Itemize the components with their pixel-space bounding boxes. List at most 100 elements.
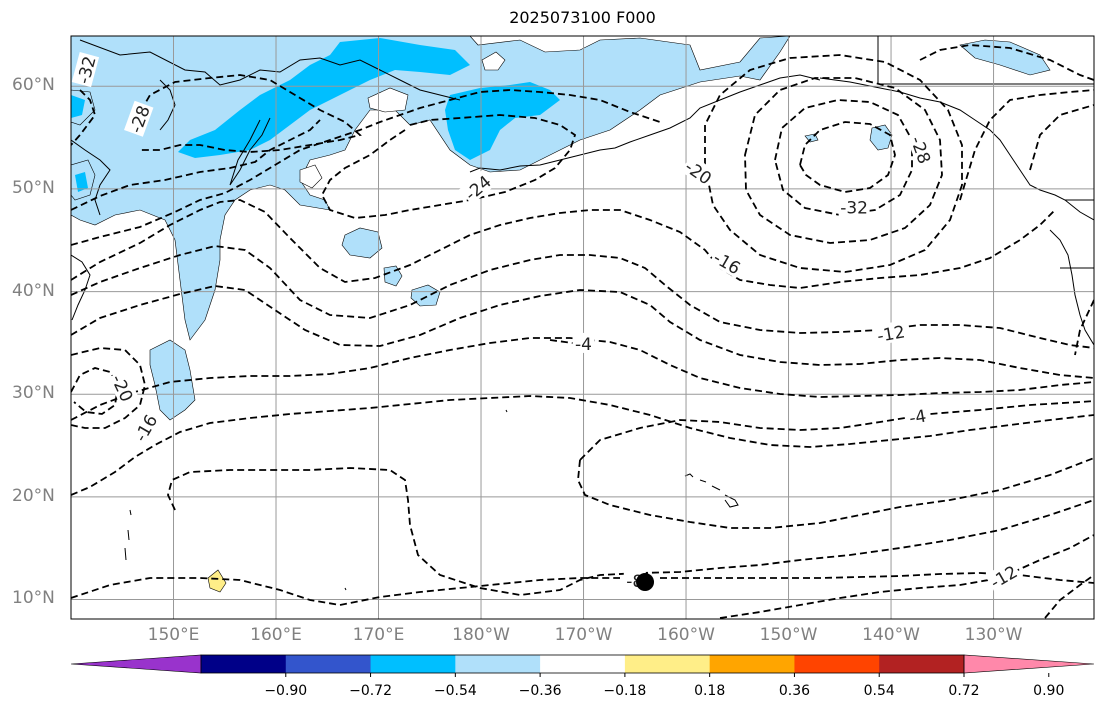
latitude-label: 40°N [12,280,55,301]
contour-line [1074,299,1094,356]
contour-line [71,89,97,146]
contour-line [704,54,963,273]
latitude-label: 60°N [12,75,55,96]
shaded-region-yellow [207,569,227,593]
coastline-alaska [819,77,1094,221]
shaded-region-blue [445,82,560,160]
contour-line [919,44,1094,81]
contour-line [577,457,1094,529]
contour-label-background [709,245,746,279]
contour-line [71,285,1094,379]
colorbar-segment [879,655,965,673]
location-marker [636,573,655,592]
colorbar-segment [201,655,287,673]
contour-line [959,89,1094,201]
contour-label-background [107,369,139,406]
colorbar-extend-max [963,654,1095,674]
colorbar-segment [370,655,456,673]
map-title: 2025073100 F000 [509,8,656,27]
contour-line [579,400,1094,461]
coastline-islands [124,409,508,591]
colorbar-tick-label: 0.90 [1033,683,1065,699]
unshaded-hole [481,51,506,71]
longitude-label: 130°W [964,625,1023,645]
contour-line [339,577,620,606]
coastline-asia [71,39,461,321]
contour-line [744,77,943,244]
longitude-label: 160°E [250,625,302,645]
coastline-hawaii [684,473,739,508]
contour-line [1044,574,1094,619]
shaded-regions [71,36,1051,593]
contour-label-background [873,320,908,346]
contour-line [71,245,1094,349]
contour-line [719,534,1094,619]
contour-label-background [71,52,100,88]
colorbar-tick-label: −0.54 [433,683,477,699]
unshaded-hole [367,87,409,113]
colorbar-frame [200,654,965,674]
contour-line [71,119,321,211]
colorbar-tick-label: −0.18 [603,683,647,699]
map-layers: -32-28-24 -20-28-32-16-12-4-20-16 -4-8 -12 [71,36,1094,619]
colorbar-tick-label: 0.36 [778,683,811,699]
shaded-region-light-blue [341,227,383,259]
contour-line [71,577,341,606]
contour-label-background [124,100,154,137]
colorbar-segment [285,655,372,673]
contour-label-background [907,131,937,168]
contour-line [71,395,1094,496]
contour-label-background [572,332,595,353]
contour-label: -12 [876,322,907,347]
contour-line [660,572,1094,584]
map-frame [70,35,1095,620]
latitude-label: 20°N [12,485,55,506]
shaded-region-light-blue [383,265,403,287]
contour-label: -32 [840,198,868,218]
contour-line [774,99,913,216]
longitude-label: 180°W [452,625,510,645]
contour-label-background [838,196,870,217]
colorbar-segment [540,655,626,673]
shaded-region-blue [75,172,88,192]
colorbar-segment [794,655,880,673]
longitude-label: 170°W [554,625,613,645]
contour-label: -4 [908,406,928,429]
contour-line [71,89,661,246]
contour-label-background [128,409,162,447]
contour-label-background [904,404,931,428]
contour-line [129,74,362,153]
shaded-region-blue [71,95,85,118]
colorbar-segment [709,655,795,673]
contour-line [167,467,1094,596]
colorbar-tick-label: 0.18 [694,683,726,699]
shaded-region-light-blue [410,284,441,307]
contour-line [1029,104,1094,171]
contour-label-background [459,169,496,205]
contour-line [799,121,896,193]
contour-line [71,347,146,429]
longitude-label: 150°W [759,625,818,645]
colorbar [70,654,1095,677]
contour-label-background [984,559,1022,593]
unshaded-hole [299,164,323,189]
contour-label-background [680,154,718,189]
colorbar-segment [455,655,541,673]
latitude-label: 30°N [12,383,55,404]
colorbar-tick-label: −0.90 [264,683,308,699]
latitude-label: 50°N [12,177,55,198]
longitude-label: 160°W [657,625,715,645]
colorbar-tick-label: 0.54 [863,683,895,699]
marker-layer [636,573,655,592]
colorbar-extend-min [70,654,202,674]
shaded-region-light-blue [869,124,893,151]
colorbar-segment [624,655,711,673]
contour-label: -4 [575,335,592,355]
coastline-north-america [1049,229,1094,346]
latitude-label: 10°N [12,588,55,609]
colorbar-tick-label: −0.36 [518,683,562,699]
contour-line [71,199,1056,289]
longitude-label: 140°W [862,625,920,645]
longitude-label: 170°E [352,625,405,645]
